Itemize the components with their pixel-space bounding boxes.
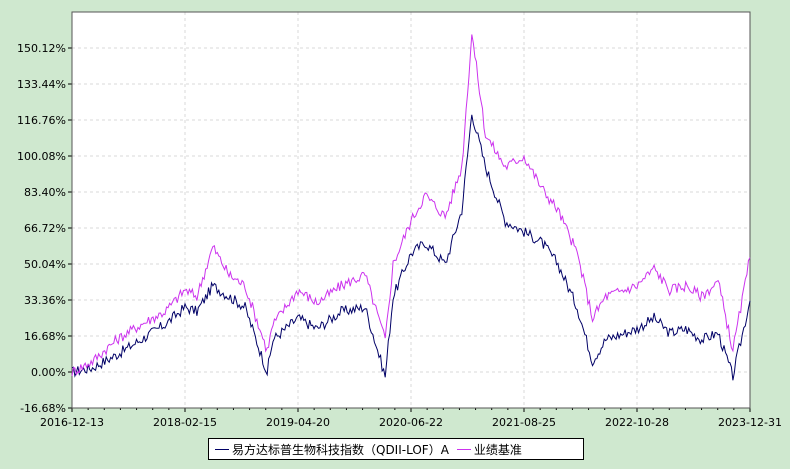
y-tick-label: 0.00% bbox=[31, 366, 66, 379]
y-tick-label: 133.44% bbox=[17, 78, 66, 91]
y-tick-label: 16.68% bbox=[24, 330, 66, 343]
series-layer bbox=[71, 34, 751, 381]
x-tick-label: 2023-12-31 bbox=[718, 416, 782, 429]
x-tick-label: 2020-06-22 bbox=[379, 416, 443, 429]
y-tick-label: 66.72% bbox=[24, 222, 66, 235]
legend-label-benchmark: 业绩基准 bbox=[473, 442, 522, 457]
y-tick-label: 33.36% bbox=[24, 294, 66, 307]
legend-item-fund: 易方达标普生物科技指数（QDII-LOF）A bbox=[215, 441, 449, 458]
legend-swatch-fund bbox=[215, 448, 229, 450]
plot-frame bbox=[71, 11, 751, 409]
y-tick-label: -16.68% bbox=[20, 402, 66, 415]
x-tick-label: 2016-12-13 bbox=[40, 416, 104, 429]
y-tick-label: 50.04% bbox=[24, 258, 66, 271]
axis-layer bbox=[68, 11, 751, 412]
x-tick-label: 2018-02-15 bbox=[153, 416, 217, 429]
legend-label-fund: 易方达标普生物科技指数（QDII-LOF）A bbox=[232, 442, 449, 457]
y-tick-label: 100.08% bbox=[17, 150, 66, 163]
x-tick-label: 2022-10-28 bbox=[605, 416, 669, 429]
legend: 易方达标普生物科技指数（QDII-LOF）A 业绩基准 bbox=[208, 438, 584, 460]
series-line-1 bbox=[71, 34, 751, 377]
series-line-0 bbox=[71, 114, 751, 381]
x-tick-label: 2021-08-25 bbox=[492, 416, 556, 429]
legend-swatch-benchmark bbox=[456, 448, 471, 450]
x-tick-label: 2019-04-20 bbox=[266, 416, 330, 429]
tick-label-layer: 150.12% 133.44% 116.76% 100.08% 83.40% 66.72%… bbox=[17, 42, 782, 429]
y-tick-label: 150.12% bbox=[17, 42, 66, 55]
y-tick-label: 83.40% bbox=[24, 186, 66, 199]
y-tick-label: 116.76% bbox=[17, 114, 66, 127]
legend-item-benchmark: 业绩基准 bbox=[456, 441, 522, 458]
